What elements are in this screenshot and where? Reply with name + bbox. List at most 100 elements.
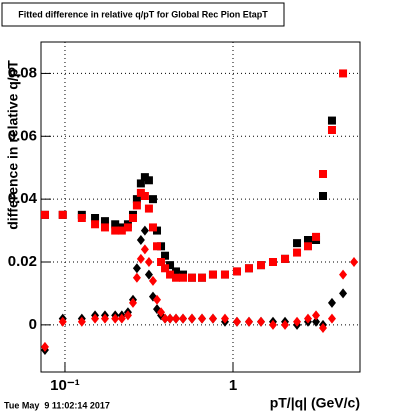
marker xyxy=(178,273,187,282)
marker xyxy=(140,192,149,200)
marker xyxy=(349,257,358,267)
x-axis-label: pT/|q| (GeV/c) xyxy=(270,395,360,411)
marker xyxy=(140,244,149,255)
marker xyxy=(40,210,49,219)
marker xyxy=(172,273,181,282)
marker xyxy=(166,261,175,270)
marker xyxy=(293,239,302,248)
y-tick-label: 0.04 xyxy=(8,190,38,207)
marker xyxy=(132,201,141,210)
marker xyxy=(161,264,170,273)
marker xyxy=(187,273,196,282)
marker xyxy=(312,310,321,321)
marker xyxy=(303,236,312,244)
marker xyxy=(257,261,266,270)
marker xyxy=(136,235,145,245)
marker xyxy=(123,223,132,232)
marker xyxy=(132,195,141,204)
marker xyxy=(187,313,196,324)
plot-frame xyxy=(40,41,361,373)
marker xyxy=(198,273,207,282)
title-box xyxy=(1,2,285,27)
marker xyxy=(128,297,137,308)
marker xyxy=(268,258,277,266)
marker xyxy=(157,258,166,266)
marker xyxy=(339,288,348,299)
marker xyxy=(303,313,312,324)
marker xyxy=(140,173,149,182)
marker xyxy=(293,316,302,327)
marker xyxy=(178,313,187,324)
marker xyxy=(136,179,145,188)
marker xyxy=(327,313,336,324)
x-tick-label: 1 xyxy=(229,377,237,394)
marker xyxy=(136,188,145,197)
marker xyxy=(144,257,153,267)
marker xyxy=(40,341,49,352)
marker xyxy=(117,226,126,235)
marker xyxy=(257,316,266,327)
marker xyxy=(268,319,277,330)
marker xyxy=(123,310,132,321)
marker xyxy=(319,192,328,200)
marker xyxy=(144,269,153,280)
marker xyxy=(128,214,137,222)
marker xyxy=(208,270,217,279)
timestamp: Tue May 9 11:02:14 2017 xyxy=(4,400,110,410)
marker xyxy=(166,270,175,279)
marker xyxy=(172,313,181,324)
marker xyxy=(100,223,109,232)
marker xyxy=(153,226,162,235)
marker xyxy=(327,297,336,308)
marker xyxy=(91,313,100,324)
marker xyxy=(303,242,312,251)
marker xyxy=(144,176,153,185)
y-tick-label: 0 xyxy=(29,316,37,333)
marker xyxy=(161,251,170,260)
marker xyxy=(91,214,100,222)
marker xyxy=(111,313,120,324)
x-tick-label: 10⁻¹ xyxy=(50,377,80,394)
marker xyxy=(172,267,181,276)
marker xyxy=(198,313,207,324)
marker xyxy=(293,248,302,257)
marker xyxy=(312,316,321,327)
marker xyxy=(136,253,145,264)
marker xyxy=(161,313,170,324)
marker xyxy=(232,316,241,327)
marker xyxy=(244,316,253,327)
marker xyxy=(100,313,109,324)
marker xyxy=(100,217,109,226)
marker xyxy=(157,242,166,251)
marker xyxy=(244,264,253,273)
marker xyxy=(77,214,86,222)
marker xyxy=(58,210,67,219)
y-tick-label: 0.06 xyxy=(8,127,37,144)
marker xyxy=(153,242,162,251)
marker xyxy=(339,269,348,280)
marker xyxy=(132,272,141,283)
marker xyxy=(281,319,290,330)
marker xyxy=(148,275,157,286)
marker xyxy=(166,313,175,324)
marker xyxy=(232,267,241,276)
marker xyxy=(148,223,157,232)
marker xyxy=(117,313,126,324)
y-axis-label: difference in relative q/pT xyxy=(5,60,21,230)
marker xyxy=(220,270,229,279)
marker xyxy=(91,220,100,229)
marker xyxy=(148,195,157,204)
y-tick-label: 0.08 xyxy=(8,64,37,81)
marker xyxy=(111,226,120,235)
marker xyxy=(208,313,217,324)
marker xyxy=(77,316,86,327)
marker xyxy=(319,323,328,333)
marker xyxy=(319,170,328,178)
marker xyxy=(144,204,153,213)
marker xyxy=(281,254,290,263)
marker xyxy=(339,69,348,78)
marker xyxy=(153,294,162,305)
chart-title: Fitted difference in relative q/pT for G… xyxy=(18,9,268,19)
marker xyxy=(132,263,141,274)
